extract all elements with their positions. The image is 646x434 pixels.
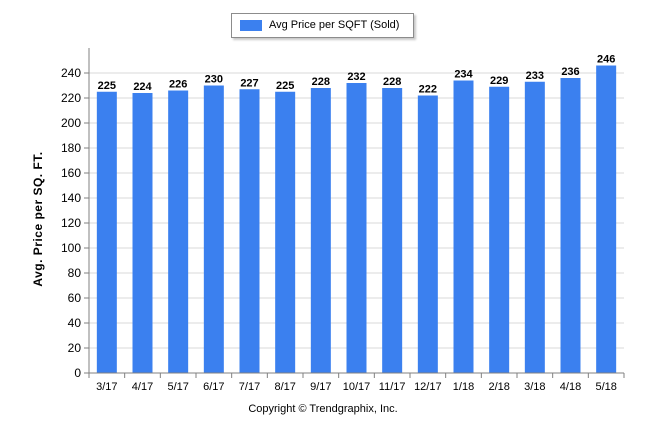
y-tick-label: 220 bbox=[61, 91, 81, 105]
y-tick-label: 40 bbox=[68, 316, 82, 330]
x-tick-label: 9/17 bbox=[310, 381, 331, 393]
data-label: 222 bbox=[419, 84, 437, 96]
y-axis-label: Avg. Price per SQ. FT. bbox=[31, 151, 45, 287]
bar bbox=[453, 80, 474, 373]
data-label: 230 bbox=[205, 74, 223, 86]
bar bbox=[96, 91, 117, 373]
data-label: 225 bbox=[98, 80, 116, 92]
y-tick-label: 200 bbox=[61, 116, 81, 130]
legend-swatch bbox=[240, 20, 262, 31]
x-tick-label: 7/17 bbox=[239, 381, 260, 393]
x-tick-label: 8/17 bbox=[274, 381, 295, 393]
bar bbox=[346, 83, 367, 373]
y-tick-label: 60 bbox=[68, 291, 82, 305]
data-label: 234 bbox=[454, 69, 473, 81]
x-tick-label: 4/18 bbox=[560, 381, 581, 393]
bar bbox=[489, 86, 510, 373]
data-label: 224 bbox=[133, 81, 152, 93]
y-tick-label: 160 bbox=[61, 166, 81, 180]
x-tick-label: 2/18 bbox=[488, 381, 509, 393]
x-tick-label: 4/17 bbox=[132, 381, 153, 393]
x-tick-label: 6/17 bbox=[203, 381, 224, 393]
bar bbox=[203, 85, 224, 373]
y-tick-label: 100 bbox=[61, 241, 81, 255]
bar bbox=[310, 88, 331, 373]
x-tick-label: 11/17 bbox=[379, 381, 406, 393]
y-tick-label: 80 bbox=[68, 266, 82, 280]
data-label: 232 bbox=[347, 71, 365, 83]
bar bbox=[239, 89, 260, 373]
y-tick-label: 140 bbox=[61, 191, 81, 205]
data-label: 228 bbox=[312, 76, 330, 88]
data-label: 229 bbox=[490, 75, 508, 87]
data-label: 233 bbox=[526, 70, 544, 82]
data-label: 228 bbox=[383, 76, 401, 88]
y-tick-label: 180 bbox=[61, 141, 81, 155]
data-label: 236 bbox=[561, 66, 579, 78]
legend-label: Avg Price per SQFT (Sold) bbox=[269, 19, 400, 31]
bar bbox=[382, 88, 403, 373]
bar bbox=[524, 81, 545, 373]
y-tick-label: 20 bbox=[68, 341, 82, 355]
bar bbox=[560, 78, 581, 373]
x-tick-label: 3/18 bbox=[524, 381, 545, 393]
bar bbox=[168, 90, 189, 373]
x-tick-label: 12/17 bbox=[414, 381, 442, 393]
y-tick-label: 120 bbox=[61, 216, 81, 230]
bar bbox=[596, 65, 617, 373]
copyright-text: Copyright © Trendgraphix, Inc. bbox=[248, 403, 398, 415]
bar bbox=[132, 93, 153, 373]
legend: Avg Price per SQFT (Sold) bbox=[231, 13, 414, 38]
x-tick-label: 5/18 bbox=[595, 381, 616, 393]
x-tick-label: 1/18 bbox=[453, 381, 474, 393]
x-tick-label: 3/17 bbox=[96, 381, 117, 393]
x-tick-label: 5/17 bbox=[167, 381, 188, 393]
y-tick-label: 0 bbox=[74, 366, 81, 380]
bar bbox=[275, 91, 296, 373]
x-tick-label: 10/17 bbox=[343, 381, 371, 393]
data-label: 246 bbox=[597, 54, 615, 66]
data-label: 227 bbox=[240, 77, 258, 89]
data-label: 226 bbox=[169, 79, 187, 91]
y-tick-label: 240 bbox=[61, 66, 81, 80]
bar bbox=[417, 95, 438, 373]
data-label: 225 bbox=[276, 80, 294, 92]
